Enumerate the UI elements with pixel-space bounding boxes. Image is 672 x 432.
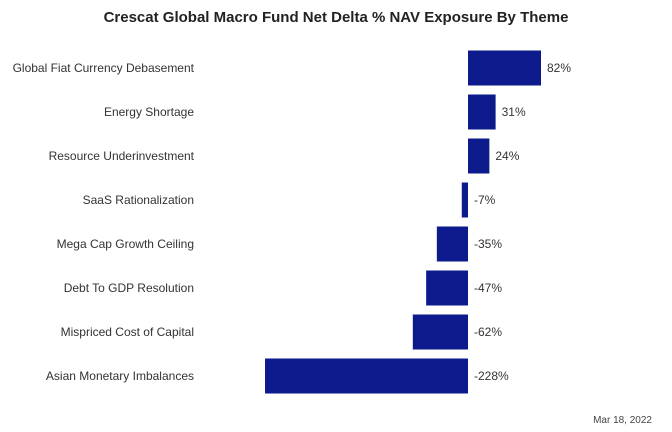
bar xyxy=(461,182,468,218)
data-label: -228% xyxy=(474,369,509,383)
bar xyxy=(412,314,468,350)
chart-title: Crescat Global Macro Fund Net Delta % NA… xyxy=(103,9,569,26)
category-label: Energy Shortage xyxy=(104,105,194,119)
category-label: SaaS Rationalization xyxy=(83,193,194,207)
chart-date: Mar 18, 2022 xyxy=(593,415,652,426)
data-label: -47% xyxy=(474,281,502,295)
data-label: 31% xyxy=(502,105,526,119)
category-label: Mega Cap Growth Ceiling xyxy=(57,237,194,251)
data-label: -35% xyxy=(474,237,502,251)
data-label: -62% xyxy=(474,325,502,339)
bar xyxy=(468,50,541,86)
category-label: Global Fiat Currency Debasement xyxy=(13,61,195,75)
bar xyxy=(468,94,496,130)
bar xyxy=(436,226,468,262)
data-label: 24% xyxy=(495,149,519,163)
category-label: Asian Monetary Imbalances xyxy=(46,369,194,383)
data-label: 82% xyxy=(547,61,571,75)
bar xyxy=(426,270,468,306)
bar xyxy=(468,138,490,174)
data-label: -7% xyxy=(474,193,496,207)
bar xyxy=(265,358,468,394)
category-label: Mispriced Cost of Capital xyxy=(61,325,194,339)
category-label: Resource Underinvestment xyxy=(49,149,195,163)
category-label: Debt To GDP Resolution xyxy=(64,281,194,295)
